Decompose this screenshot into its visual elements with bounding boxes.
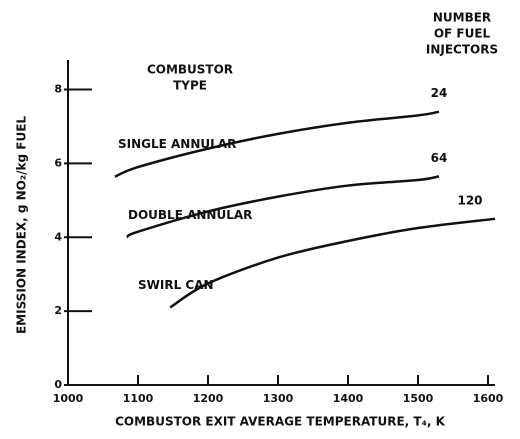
x-axis-label: COMBUSTOR EXIT AVERAGE TEMPERATURE, T₄, …	[115, 415, 445, 429]
y-tick-label: 0	[54, 378, 62, 391]
type-header: TYPE	[173, 79, 207, 93]
injector-count: 120	[457, 193, 482, 207]
x-tick-label: 1200	[193, 392, 224, 405]
y-tick-label: 6	[54, 156, 62, 169]
y-tick-label: 8	[54, 83, 62, 96]
y-tick-label: 2	[54, 304, 62, 317]
curve	[169, 217, 496, 309]
curve	[126, 175, 440, 239]
x-tick-label: 1500	[403, 392, 434, 405]
y-tick-label: 4	[54, 230, 62, 243]
injector-header: INJECTORS	[426, 43, 498, 57]
curve-label: SWIRL CAN	[138, 278, 214, 292]
type-header: COMBUSTOR	[147, 63, 233, 77]
curve-label: DOUBLE ANNULAR	[128, 208, 252, 222]
x-tick-label: 1600	[473, 392, 504, 405]
injector-count: 64	[431, 151, 448, 165]
x-tick-label: 1300	[263, 392, 294, 405]
x-tick-label: 1100	[123, 392, 154, 405]
x-tick-label: 1000	[53, 392, 84, 405]
x-tick-label: 1400	[333, 392, 364, 405]
injector-header: OF FUEL	[434, 27, 491, 41]
injector-header: NUMBER	[433, 11, 491, 25]
injector-count: 24	[431, 86, 448, 100]
curve	[114, 110, 440, 178]
y-axis-label: EMISSION INDEX, g NO₂/kg FUEL	[15, 116, 29, 334]
curve-label: SINGLE ANNULAR	[118, 137, 236, 151]
